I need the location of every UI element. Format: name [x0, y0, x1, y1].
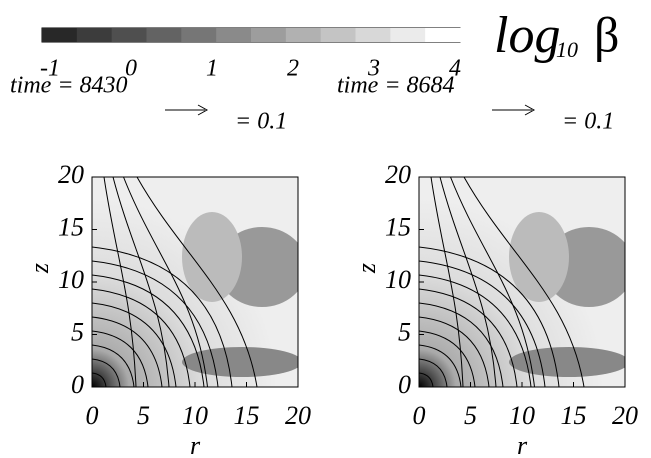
- arrow-label: = 0.1: [235, 109, 287, 135]
- y-tick-label: 10: [385, 265, 411, 294]
- x-tick-label: 0: [413, 401, 426, 430]
- colorbar-segment: [251, 28, 286, 42]
- colorbar-segment: [42, 28, 77, 42]
- x-tick-label: 5: [464, 401, 477, 430]
- colorbar-label: log: [494, 7, 560, 64]
- y-tick-label: 20: [385, 160, 411, 189]
- y-tick-label: 0: [398, 370, 411, 399]
- x-tick-label: 20: [285, 401, 311, 430]
- arrow-label: = 0.1: [562, 109, 614, 135]
- panel-title: time = 8430: [10, 73, 128, 99]
- colorbar-segment: [216, 28, 251, 42]
- colorbar-segment: [286, 28, 321, 42]
- x-tick-label: 15: [561, 401, 587, 430]
- colorbar-segment: [390, 28, 425, 42]
- colorbar-tick-label: 1: [206, 56, 218, 82]
- field-region: [509, 212, 569, 302]
- x-axis-label: r: [517, 431, 528, 458]
- colorbar-segment: [147, 28, 182, 42]
- y-tick-label: 10: [58, 265, 84, 294]
- colorbar-label-sub: 10: [556, 37, 578, 62]
- x-tick-label: 15: [234, 401, 260, 430]
- y-tick-label: 5: [71, 317, 84, 346]
- plot-area: [419, 177, 634, 387]
- panel-title: time = 8684: [337, 73, 455, 99]
- y-tick-label: 15: [58, 212, 84, 241]
- x-tick-label: 5: [137, 401, 150, 430]
- x-axis-label: r: [190, 431, 201, 458]
- x-tick-label: 20: [612, 401, 638, 430]
- colorbar: [42, 28, 461, 42]
- y-axis-label: z: [352, 263, 381, 274]
- x-tick-label: 10: [509, 401, 535, 430]
- colorbar-segment: [356, 28, 391, 42]
- y-tick-label: 20: [58, 160, 84, 189]
- colorbar-tick-label: 2: [287, 56, 299, 82]
- x-tick-label: 10: [182, 401, 208, 430]
- y-tick-label: 0: [71, 370, 84, 399]
- y-axis-label: z: [25, 263, 54, 274]
- colorbar-segment: [321, 28, 356, 42]
- plot-area: [92, 177, 307, 387]
- colorbar-segment: [77, 28, 112, 42]
- colorbar-symbol: β: [594, 6, 619, 62]
- field-region: [182, 212, 242, 302]
- colorbar-segment: [112, 28, 147, 42]
- y-tick-label: 5: [398, 317, 411, 346]
- x-tick-label: 0: [86, 401, 99, 430]
- colorbar-segment: [425, 28, 460, 42]
- y-tick-label: 15: [385, 212, 411, 241]
- figure: log 10 β -101234time = 8430= 0.105101520…: [0, 0, 651, 458]
- colorbar-segment: [181, 28, 216, 42]
